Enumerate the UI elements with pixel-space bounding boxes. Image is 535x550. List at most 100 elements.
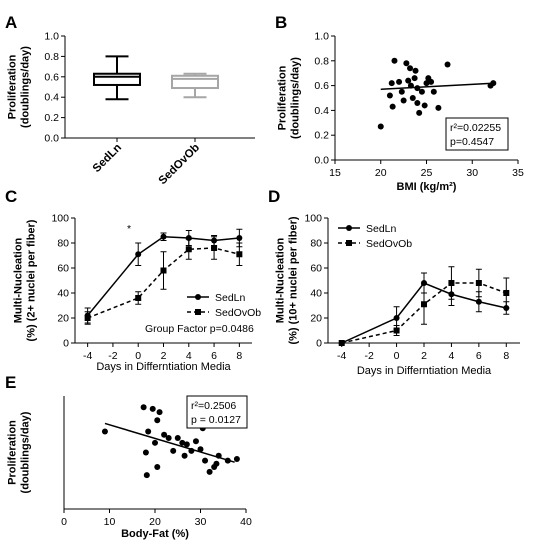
data-point-square xyxy=(84,315,91,321)
legend-label-sedovob: SedOvOb xyxy=(366,238,412,250)
a-y-tick-label: 1.0 xyxy=(44,31,59,43)
e-x-tick-label: 10 xyxy=(104,516,116,528)
stat-r2: r²=0.02255 xyxy=(450,122,501,134)
data-point-square xyxy=(135,295,142,301)
c-x-tick-label: 6 xyxy=(211,350,217,362)
data-point-square xyxy=(475,280,482,286)
legend-marker-square xyxy=(346,240,352,246)
c-x-tick-label: 0 xyxy=(135,350,141,362)
series-line-sedln xyxy=(87,235,240,316)
data-point-square xyxy=(393,327,400,334)
data-point-circle xyxy=(160,233,167,240)
b-x-tick-label: 35 xyxy=(512,167,524,179)
d-x-tick-label: -2 xyxy=(364,350,373,362)
scatter-point xyxy=(411,75,418,82)
d-x-axis-title: Days in Differntiation Media xyxy=(357,365,492,377)
d-y-tick-label: 20 xyxy=(310,313,322,325)
scatter-point xyxy=(421,102,428,109)
e-x-axis-title: Body-Fat (%) xyxy=(121,528,189,540)
c-y-tick-label: 40 xyxy=(57,288,69,300)
c-x-axis-title: Days in Differntiation Media xyxy=(96,361,231,373)
d-x-tick-label: 8 xyxy=(503,350,509,362)
scatter-point xyxy=(202,457,209,464)
c-x-tick-label: -2 xyxy=(108,350,117,362)
scatter-point xyxy=(423,80,430,87)
b-y-tick-label: 0.8 xyxy=(314,55,329,67)
chart-a-box-plot: 0.0 0.2 0.4 0.6 0.8 1.0 Proliferation(doubling… xyxy=(7,31,255,187)
e-x-tick-label: 0 xyxy=(61,516,67,528)
c-x-tick-label: 4 xyxy=(186,350,192,362)
scatter-point xyxy=(140,404,147,411)
legend-label-sedovob: SedOvOb xyxy=(215,307,261,319)
chart-e-bodyfat-scatter: 0 10 20 30 40 Proliferation(doublings/day) Bod… xyxy=(7,395,252,540)
b-x-tick-label: 20 xyxy=(375,167,387,179)
a-y-tick-label: 0.2 xyxy=(44,112,59,124)
scatter-point xyxy=(377,123,384,130)
legend-label-sedln: SedLn xyxy=(215,292,246,304)
b-y-tick-label: 0.0 xyxy=(314,155,329,167)
data-point-square xyxy=(185,246,192,253)
scatter-point xyxy=(152,439,158,446)
scatter-point xyxy=(386,92,393,99)
scatter-point xyxy=(101,428,108,435)
scatter-point xyxy=(428,78,435,85)
scatter-point xyxy=(181,452,188,459)
scatter-point xyxy=(409,95,416,101)
b-x-tick-label: 25 xyxy=(421,167,433,179)
legend-label-sedln: SedLn xyxy=(366,223,397,235)
a-y-axis-title: Proliferation(doublings/day) xyxy=(7,46,32,128)
d-y-axis-title: Multi-Nucleation(%) (10+ nuclei per fibe… xyxy=(275,216,300,344)
legend-marker-circle xyxy=(346,225,352,231)
stat-p: p=0.4547 xyxy=(450,136,494,148)
d-y-tick-label: 0 xyxy=(316,338,322,350)
scatter-point xyxy=(165,434,172,441)
panel-label-a: A xyxy=(5,13,17,32)
scatter-point xyxy=(156,409,163,416)
scatter-point xyxy=(430,88,437,95)
d-x-tick-label: 6 xyxy=(476,350,482,362)
fit-line xyxy=(380,82,496,91)
scatter-point xyxy=(174,434,181,441)
series-line-sedln xyxy=(341,282,507,344)
stats-box xyxy=(186,395,248,429)
data-point-circle xyxy=(475,298,482,305)
scatter-point xyxy=(414,99,421,106)
d-x-tick-label: -4 xyxy=(337,350,346,362)
panel-label-e: E xyxy=(5,373,16,392)
scatter-point xyxy=(183,441,190,448)
panel-label-b: B xyxy=(275,13,287,32)
data-point-square xyxy=(236,251,243,258)
scatter-point xyxy=(388,80,395,87)
b-x-tick-label: 30 xyxy=(466,167,478,179)
e-y-axis-title: Proliferation(doublings/day) xyxy=(7,411,32,493)
a-y-tick-label: 0.0 xyxy=(44,133,59,145)
scatter-point xyxy=(179,439,186,446)
scatter-point xyxy=(170,447,177,454)
d-y-tick-label: 60 xyxy=(310,263,322,275)
data-point-square xyxy=(338,340,345,346)
b-x-axis-title: BMI (kg/m²) xyxy=(397,181,457,193)
d-x-tick-label: 4 xyxy=(449,350,455,362)
d-y-tick-label: 80 xyxy=(310,238,322,250)
c-x-tick-label: -4 xyxy=(83,350,92,362)
panel-label-d: D xyxy=(268,187,280,206)
b-y-axis-title: Proliferation(doublings/day) xyxy=(277,57,302,139)
legend-marker-circle xyxy=(195,294,201,300)
data-point-square xyxy=(211,245,218,251)
scatter-point xyxy=(145,428,152,435)
scatter-point xyxy=(149,405,156,412)
data-point-circle xyxy=(393,315,400,321)
data-point-square xyxy=(503,290,510,296)
data-point-circle xyxy=(135,251,142,258)
c-x-tick-label: 8 xyxy=(236,350,242,362)
scatter-point xyxy=(444,61,451,68)
a-y-tick-label: 0.8 xyxy=(44,51,59,63)
scatter-point xyxy=(398,88,405,95)
b-x-tick-label: 15 xyxy=(329,167,341,179)
chart-d-multinucleation-10plus: 0 20 40 60 80 100 -4 -2 0 2 4 6 8 Multi-Nucleation(%)… xyxy=(275,213,520,377)
stat-r2: r²=0.2506 xyxy=(191,400,236,412)
box-iqr xyxy=(171,74,219,90)
c-y-tick-label: 60 xyxy=(57,263,69,275)
scatter-point xyxy=(206,468,213,475)
